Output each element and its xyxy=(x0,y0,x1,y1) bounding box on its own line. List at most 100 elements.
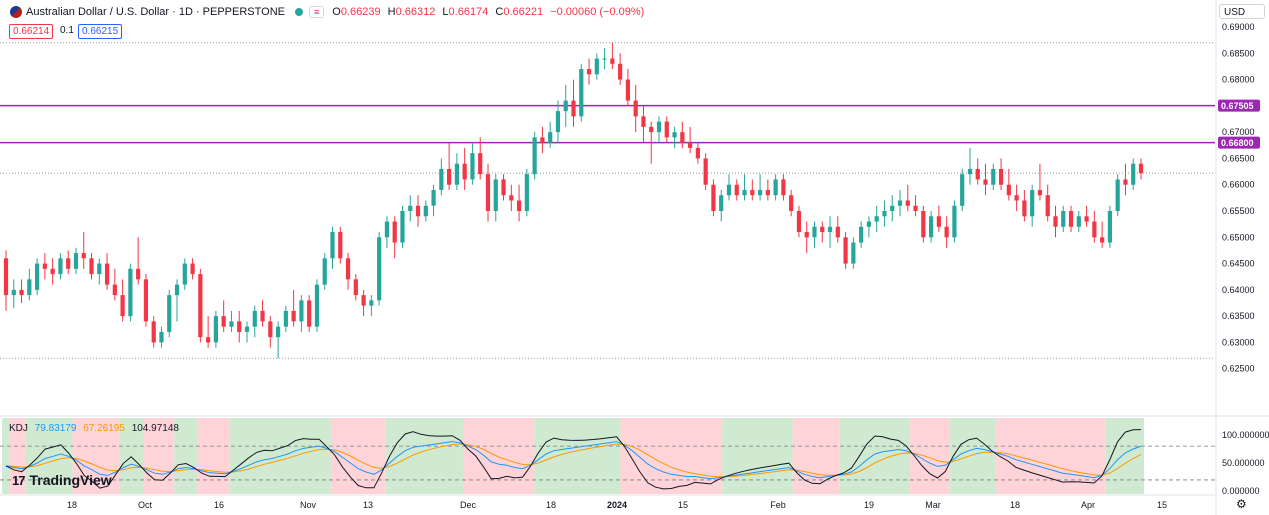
candle-body xyxy=(81,253,86,259)
candle-body xyxy=(936,216,941,227)
price-tick-label: 0.63500 xyxy=(1222,311,1255,321)
candle-body xyxy=(540,137,545,143)
candle-body xyxy=(89,258,94,275)
time-tick-label: Dec xyxy=(460,500,477,510)
candle-body xyxy=(571,100,576,117)
candle-body xyxy=(586,69,592,75)
kdj-tick-label: 0.000000 xyxy=(1222,486,1260,496)
candle-body xyxy=(447,168,452,185)
candle-body xyxy=(307,300,312,327)
candle-body xyxy=(952,205,957,238)
candle-body xyxy=(268,321,273,338)
candle-body xyxy=(1138,163,1144,174)
tradingview-logo-icon: 17 xyxy=(12,472,26,488)
price-tick-label: 0.68000 xyxy=(1222,75,1255,85)
kdj-zone xyxy=(9,418,26,494)
kdj-legend[interactable]: KDJ 79.83179 67.26195 104.97148 xyxy=(9,423,183,434)
candle-body xyxy=(921,211,926,238)
candle-body xyxy=(34,263,40,290)
time-tick-label: Oct xyxy=(138,500,153,510)
symbol-flag-icon[interactable] xyxy=(10,6,22,18)
candle-body xyxy=(66,258,71,269)
kdj-zones xyxy=(2,418,1144,494)
tradingview-logo[interactable]: 17 TradingView xyxy=(12,472,112,488)
candle-body xyxy=(827,226,833,233)
price-tick-label: 0.64000 xyxy=(1222,285,1255,295)
candle-body xyxy=(27,279,32,296)
kdj-zone xyxy=(792,418,840,494)
candle-body xyxy=(548,132,553,143)
kdj-k-line xyxy=(5,441,1142,480)
candle-body xyxy=(532,137,537,175)
candle-body xyxy=(345,258,351,280)
time-tick-label: 15 xyxy=(1157,500,1167,510)
candle-body xyxy=(773,179,778,196)
candle-body xyxy=(260,310,265,322)
candle-body xyxy=(563,100,568,112)
candle-body xyxy=(516,200,522,211)
candle-body xyxy=(485,174,491,211)
price-tick-label: 0.62500 xyxy=(1222,364,1255,374)
candle-body xyxy=(726,184,732,196)
kdj-j-value: 104.97148 xyxy=(131,423,179,434)
candle-body xyxy=(851,242,856,264)
candle-body xyxy=(820,226,825,233)
candle-body xyxy=(229,321,234,327)
time-tick-label: Mar xyxy=(925,500,941,510)
candle-body xyxy=(703,158,708,185)
kdj-zone xyxy=(119,418,143,494)
price-tick-label: 0.65000 xyxy=(1222,232,1255,242)
level-price-tag xyxy=(1218,99,1260,112)
kdj-zone xyxy=(174,418,198,494)
candle-body xyxy=(913,205,918,211)
kdj-zone xyxy=(25,418,73,494)
candle-body xyxy=(11,289,16,296)
candle-body xyxy=(960,174,965,206)
candle-body xyxy=(765,189,770,196)
candle-body xyxy=(1061,211,1066,227)
spread-value: 0.1 xyxy=(60,25,74,36)
candle-body xyxy=(330,232,335,259)
kdj-zone xyxy=(2,418,10,494)
candle-body xyxy=(874,216,879,222)
candle-body xyxy=(890,205,895,211)
candle-body xyxy=(493,179,498,211)
candle-body xyxy=(618,63,623,80)
candle-body xyxy=(633,100,638,117)
kdj-zone xyxy=(72,418,120,494)
candle-body xyxy=(361,295,366,306)
candle-body xyxy=(136,268,141,280)
currency-selector[interactable]: USD xyxy=(1219,4,1265,19)
symbol-title[interactable]: Australian Dollar / U.S. Dollar · 1D · P… xyxy=(26,6,285,18)
candle-body xyxy=(929,216,934,238)
kdj-zone xyxy=(330,418,386,494)
price-tick-label: 0.65500 xyxy=(1222,206,1255,216)
candle-body xyxy=(439,168,444,190)
candle-body xyxy=(509,195,514,201)
price-tick-label: 0.66000 xyxy=(1222,180,1255,190)
ask-price[interactable]: 0.66215 xyxy=(78,24,123,39)
kdj-zone xyxy=(463,418,535,494)
candle-body xyxy=(143,279,149,322)
settings-gear-icon[interactable]: ⚙ xyxy=(1236,497,1247,511)
candle-body xyxy=(641,116,646,127)
candle-body xyxy=(112,284,117,296)
candle-body xyxy=(174,284,180,296)
candle-body xyxy=(415,205,421,217)
candle-body xyxy=(1053,216,1058,227)
bid-price[interactable]: 0.66214 xyxy=(9,24,54,39)
time-tick-label: 18 xyxy=(546,500,556,510)
time-tick-label: 18 xyxy=(1010,500,1020,510)
candle-body xyxy=(812,226,817,238)
candle-body xyxy=(610,58,615,64)
candle-body xyxy=(392,221,397,243)
candle-body xyxy=(369,300,374,306)
candle-body xyxy=(470,153,475,180)
candle-body xyxy=(58,258,63,275)
candle-body xyxy=(104,263,110,285)
candle-body xyxy=(672,132,677,138)
price-change: −0.00060 (−0.09%) xyxy=(550,6,645,18)
indicator-toggle-icon[interactable]: ≡ xyxy=(308,6,325,18)
candle-body xyxy=(664,121,669,138)
